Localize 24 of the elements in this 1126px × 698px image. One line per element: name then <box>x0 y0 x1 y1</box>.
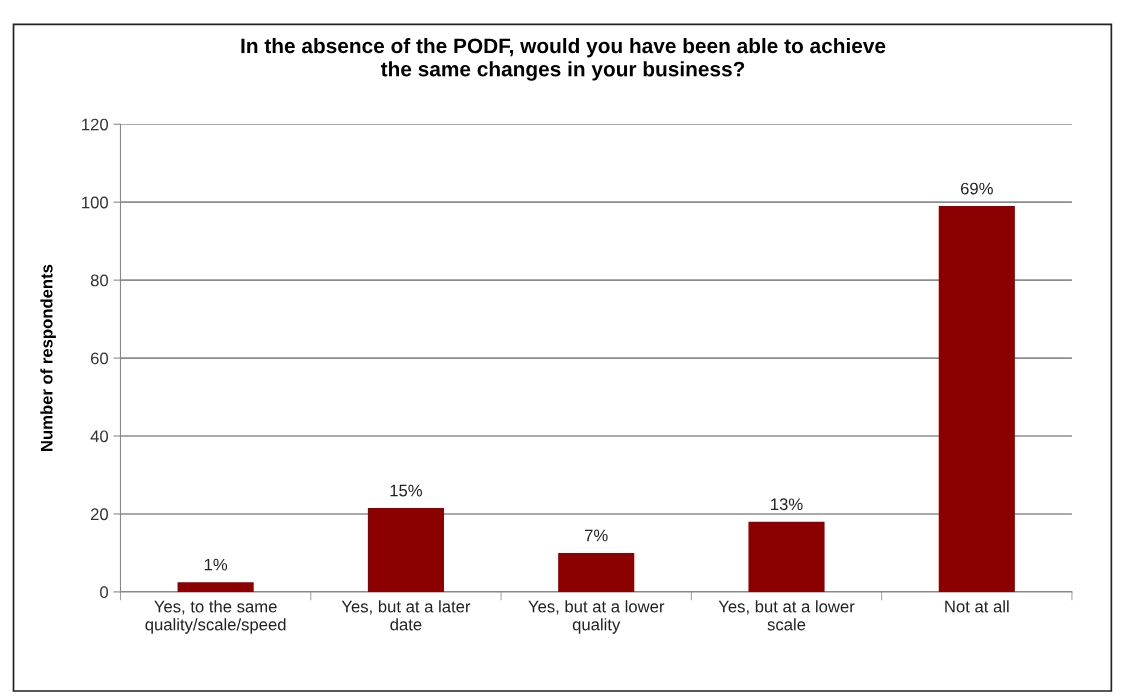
annotation: 15% <box>390 484 423 497</box>
bar <box>367 508 444 592</box>
x-tick-label: Not at all <box>945 600 1009 613</box>
x-tick-label: Yes, but at a later date <box>341 600 471 631</box>
annotation: 69% <box>960 182 993 195</box>
y-tick-label: 20 <box>90 508 109 521</box>
y-tick-label: 120 <box>82 118 109 131</box>
bar <box>748 521 825 592</box>
y-tick-label: 0 <box>100 586 109 599</box>
annotation: 1% <box>204 558 228 571</box>
y-tick-label: 40 <box>90 430 109 443</box>
annotation: 13% <box>771 498 803 511</box>
bar <box>938 206 1015 592</box>
bar <box>558 552 635 592</box>
chart-title: In the absence of the PODF, would you have been able to achieve the same changes in your business? <box>241 37 886 81</box>
y-tick-label: 60 <box>90 352 109 365</box>
y-tick-label: 80 <box>90 274 109 287</box>
x-tick-label: Yes, but at a lower scale <box>718 600 855 631</box>
annotation: 7% <box>585 529 608 542</box>
y-tick-label: 100 <box>82 196 109 209</box>
x-tick-label: Yes, but at a lower quality <box>528 600 665 634</box>
x-tick-label: Yes, to the same quality/scale/speed <box>145 600 286 634</box>
y-axis-title: Number of respondents <box>40 264 56 451</box>
bar <box>177 582 254 592</box>
